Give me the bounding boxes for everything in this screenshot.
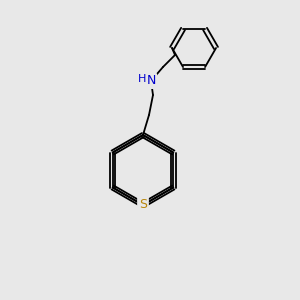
Text: N: N [146,74,156,88]
Text: S: S [139,199,147,212]
Text: H: H [138,74,146,84]
